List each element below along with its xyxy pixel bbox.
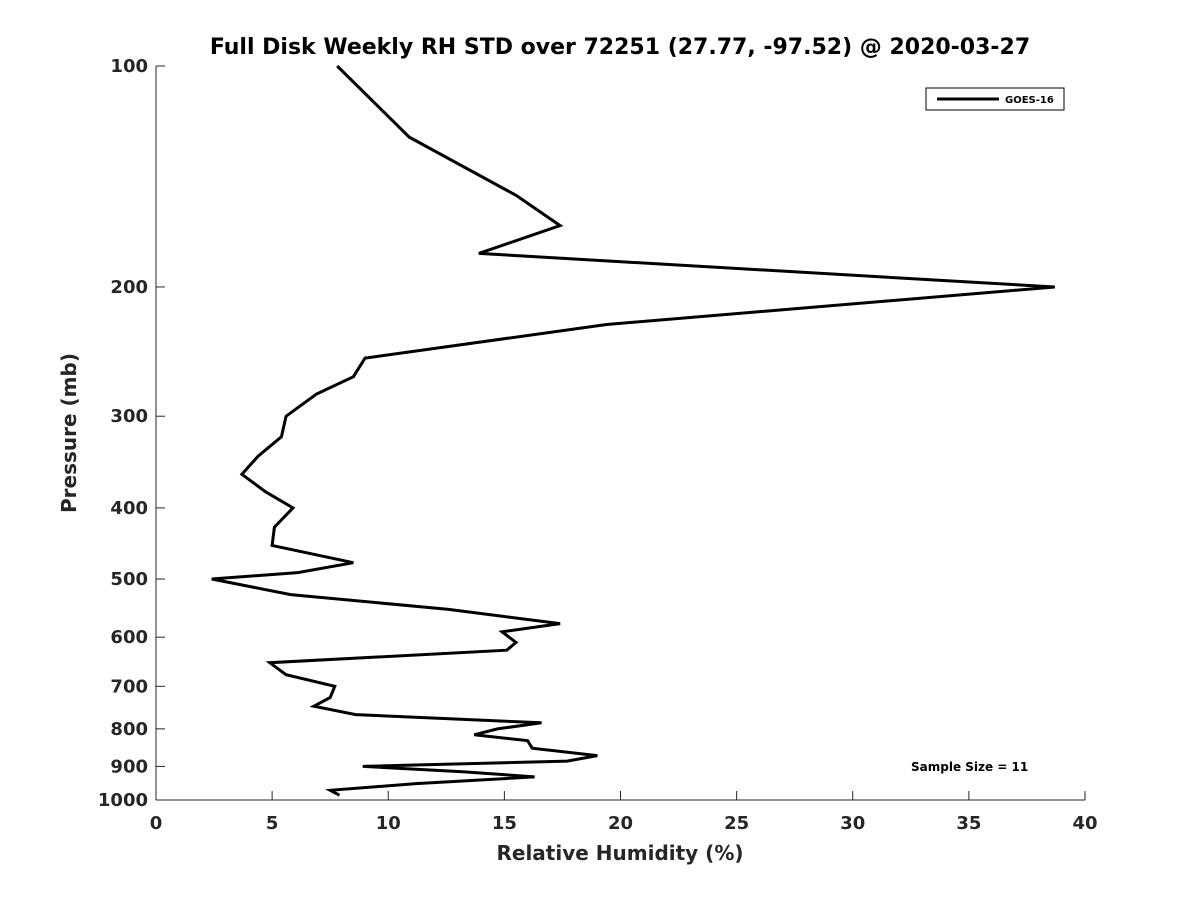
y-tick-label: 800 bbox=[110, 719, 148, 740]
y-tick-label: 900 bbox=[110, 756, 148, 777]
x-tick-label: 40 bbox=[1072, 813, 1097, 834]
chart-title: Full Disk Weekly RH STD over 72251 (27.7… bbox=[210, 35, 1030, 60]
y-tick-label: 200 bbox=[110, 277, 148, 298]
legend-label-goes-16: GOES-16 bbox=[1005, 95, 1054, 106]
x-tick-label: 10 bbox=[376, 813, 401, 834]
series-line-goes-16 bbox=[211, 64, 1055, 797]
axes: 0 5 10 15 20 25 30 35 40 100 200 300 400 500 600 700 800… bbox=[98, 56, 1098, 834]
x-tick-label: 30 bbox=[840, 813, 865, 834]
legend: GOES-16 bbox=[925, 87, 1065, 111]
y-tick-label: 400 bbox=[110, 498, 148, 519]
x-tick-label: 25 bbox=[724, 813, 749, 834]
y-tick-label: 100 bbox=[110, 56, 148, 77]
x-tick-label: 35 bbox=[956, 813, 981, 834]
series-layer bbox=[211, 64, 1055, 797]
x-axis-title: Relative Humidity (%) bbox=[496, 841, 743, 865]
sample-size-annotation: Sample Size = 11 bbox=[911, 760, 1028, 774]
x-tick-label: 5 bbox=[266, 813, 279, 834]
y-tick-label: 500 bbox=[110, 569, 148, 590]
y-tick-label: 1000 bbox=[98, 790, 148, 811]
y-tick-label: 300 bbox=[110, 406, 148, 427]
x-tick-label: 20 bbox=[608, 813, 633, 834]
x-tick-label: 0 bbox=[150, 813, 163, 834]
x-tick-label: 15 bbox=[492, 813, 517, 834]
y-tick-label: 700 bbox=[110, 676, 148, 697]
y-tick-label: 600 bbox=[110, 627, 148, 648]
y-axis-title: Pressure (mb) bbox=[57, 353, 81, 513]
